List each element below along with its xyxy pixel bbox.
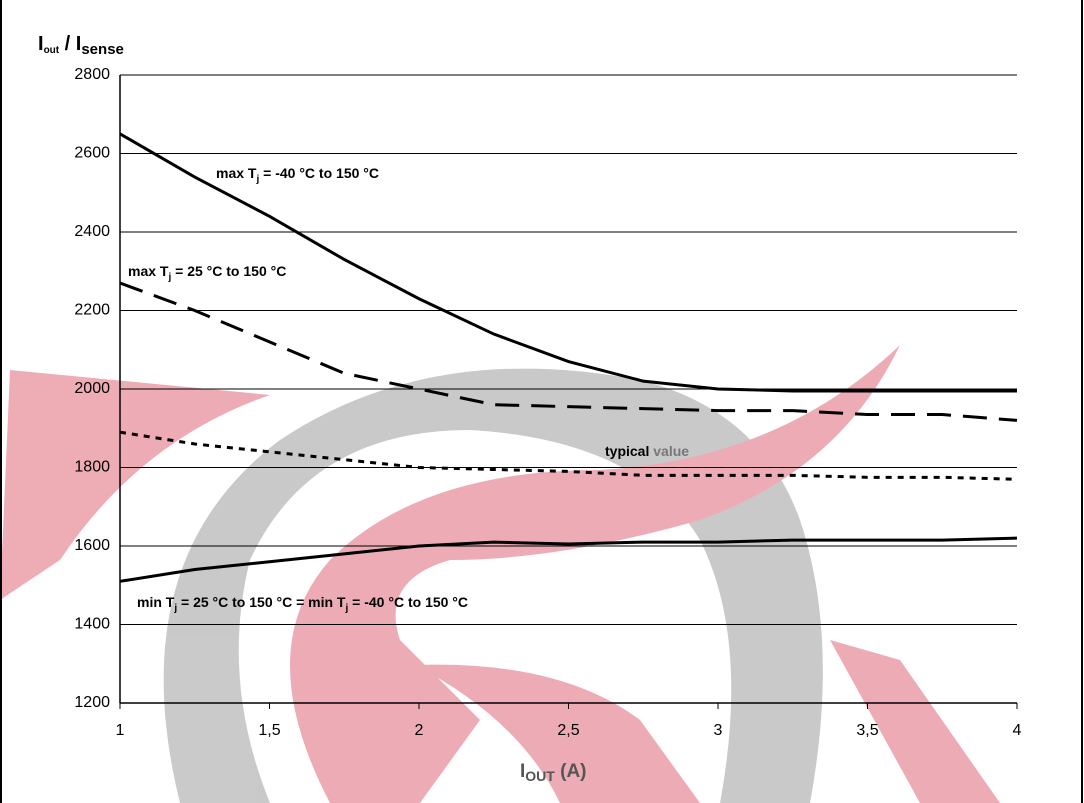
label-part: = -40 °C to 150 °C — [348, 594, 468, 610]
series-line — [119, 536, 1018, 583]
label-part: min T — [137, 594, 175, 610]
y-tick-label: 1200 — [74, 694, 110, 711]
y-axis-label: Iout / Isense — [38, 33, 124, 58]
label-part: max T — [216, 165, 257, 181]
annotation: max Tj = 25 °C to 150 °C — [128, 263, 286, 283]
series-line — [119, 281, 1018, 422]
x-tick-label: 2 — [415, 722, 424, 739]
series-line — [119, 430, 1018, 481]
label-part: j — [173, 603, 177, 614]
label-part: j — [167, 272, 171, 283]
label-part: = 25 °C to 150 °C = — [177, 594, 308, 610]
x-tick-label: 1 — [116, 722, 125, 739]
label-part: (A) — [555, 761, 587, 782]
y-tick-label: 1800 — [74, 459, 110, 476]
label-part: I — [38, 33, 44, 55]
annotation: typical value — [605, 443, 689, 459]
y-tick-label: 1400 — [74, 616, 110, 633]
x-tick-label: 4 — [1013, 722, 1022, 739]
y-tick-label: 2400 — [74, 223, 110, 240]
x-tick-label: 2,5 — [557, 722, 579, 739]
watermark — [0, 345, 1000, 803]
label-part: out — [44, 45, 60, 56]
label-part: = 25 °C to 150 °C — [171, 263, 286, 279]
label-part: I — [520, 761, 525, 782]
label-part: OUT — [525, 768, 555, 784]
label-part: value — [649, 443, 689, 459]
label-part: max T — [128, 263, 169, 279]
label-part: j — [255, 174, 259, 185]
y-tick-label: 2000 — [74, 380, 110, 397]
x-tick-label: 3,5 — [856, 722, 878, 739]
label-part: / I — [59, 33, 81, 55]
x-tick-label: 3 — [714, 722, 723, 739]
y-tick-label: 2200 — [74, 302, 110, 319]
y-tick-label: 2800 — [74, 66, 110, 83]
y-tick-label: 2600 — [74, 145, 110, 162]
series-line — [119, 132, 1017, 393]
x-axis-label: IOUT (A) — [520, 761, 587, 784]
label-part: min T — [308, 594, 346, 610]
annotation: min Tj = 25 °C to 150 °C = min Tj = -40 … — [137, 594, 468, 614]
label-part: typical — [605, 443, 649, 459]
x-tick-label: 1,5 — [258, 722, 280, 739]
label-part: = -40 °C to 150 °C — [259, 165, 379, 181]
label-part: sense — [81, 41, 124, 58]
label-part: j — [345, 603, 349, 614]
annotation: max Tj = -40 °C to 150 °C — [216, 165, 379, 185]
y-tick-label: 1600 — [74, 537, 110, 554]
